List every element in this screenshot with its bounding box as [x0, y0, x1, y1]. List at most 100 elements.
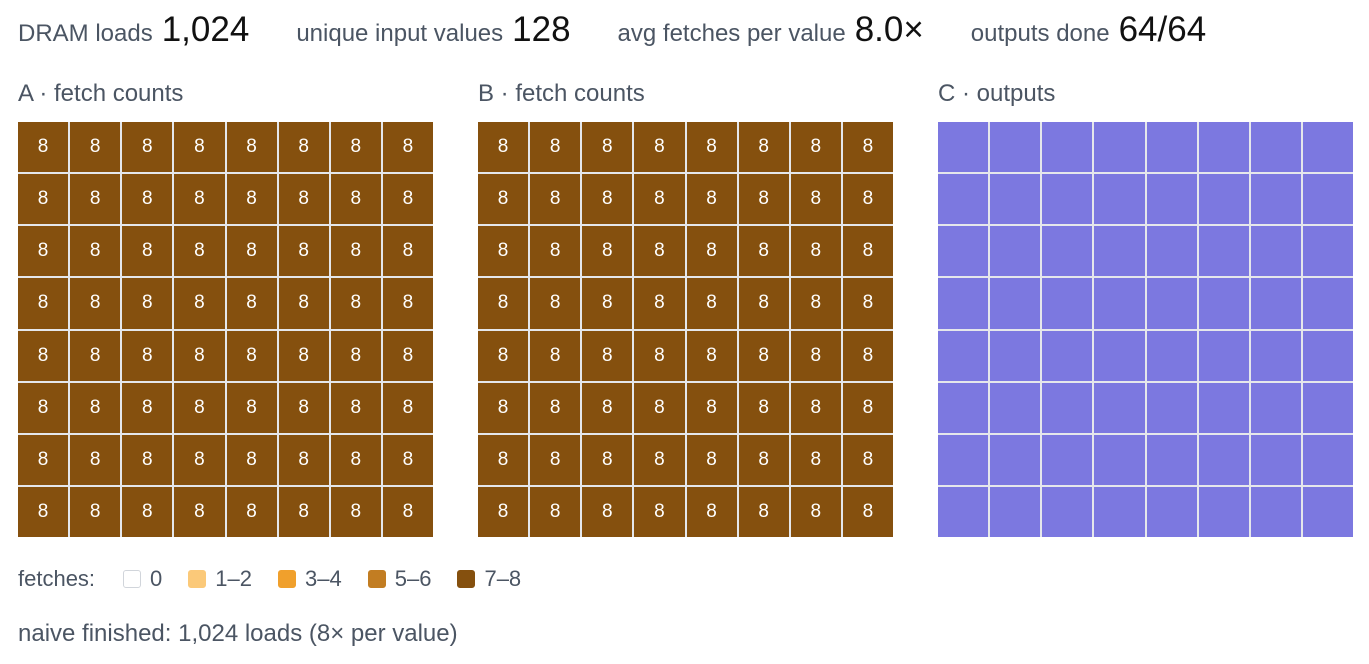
fetch-count-cell: 8 — [478, 278, 529, 329]
output-cell — [1094, 382, 1145, 433]
output-cell — [1198, 486, 1249, 537]
legend-item-5-6: 5–6 — [367, 566, 431, 592]
fetch-count-cell: 8 — [18, 486, 69, 537]
fetch-count-cell: 8 — [122, 486, 173, 537]
fetch-count-cell: 8 — [478, 434, 529, 485]
fetch-count-cell: 8 — [226, 330, 277, 381]
fetch-count-cell: 8 — [738, 330, 789, 381]
fetch-count-cell: 8 — [634, 122, 685, 173]
fetch-count-cell: 8 — [582, 486, 633, 537]
fetch-count-cell: 8 — [174, 330, 225, 381]
fetch-count-cell: 8 — [478, 226, 529, 277]
fetch-count-cell: 8 — [18, 278, 69, 329]
stat-value: 64/64 — [1118, 10, 1207, 49]
legend-swatch — [367, 570, 386, 588]
fetch-count-cell: 8 — [122, 330, 173, 381]
output-cell — [1042, 122, 1093, 173]
fetch-count-cell: 8 — [18, 174, 69, 225]
fetch-count-cell: 8 — [70, 330, 121, 381]
legend-item-7-8: 7–8 — [457, 566, 521, 592]
fetch-count-cell: 8 — [382, 486, 433, 537]
fetch-count-cell: 8 — [686, 278, 737, 329]
fetch-count-cell: 8 — [226, 486, 277, 537]
fetch-count-cell: 8 — [686, 486, 737, 537]
fetch-count-cell: 8 — [70, 122, 121, 173]
fetch-count-cell: 8 — [790, 226, 841, 277]
fetch-count-cell: 8 — [842, 486, 893, 537]
stat-label: avg fetches per value — [617, 20, 846, 47]
fetch-count-cell: 8 — [530, 122, 581, 173]
output-cell — [1094, 226, 1145, 277]
fetch-count-cell: 8 — [582, 278, 633, 329]
stats-bar: DRAM loads 1,024 unique input values 128… — [18, 10, 1253, 50]
fetch-count-cell: 8 — [330, 330, 381, 381]
fetch-count-cell: 8 — [18, 330, 69, 381]
fetch-count-cell: 8 — [18, 382, 69, 433]
fetch-legend: fetches: 0 1–2 3–4 5–6 7–8 — [18, 566, 547, 592]
output-cell — [1198, 122, 1249, 173]
stat-unique-input-values: unique input values 128 — [296, 10, 570, 50]
output-cell — [1094, 486, 1145, 537]
fetch-count-cell: 8 — [582, 174, 633, 225]
output-cell — [1302, 486, 1353, 537]
fetch-count-cell: 8 — [842, 434, 893, 485]
fetch-count-cell: 8 — [382, 330, 433, 381]
output-cell — [1302, 278, 1353, 329]
stat-dram-loads: DRAM loads 1,024 — [18, 10, 249, 50]
output-cell — [990, 486, 1041, 537]
legend-swatch — [457, 570, 476, 588]
status-message: naive finished: 1,024 loads (8× per valu… — [18, 620, 458, 647]
fetch-count-cell: 8 — [70, 434, 121, 485]
fetch-count-cell: 8 — [122, 382, 173, 433]
legend-item-1-2: 1–2 — [188, 566, 252, 592]
panel-c: C · outputs — [938, 80, 1353, 537]
output-cell — [938, 330, 989, 381]
output-cell — [1146, 330, 1197, 381]
fetch-count-cell: 8 — [278, 382, 329, 433]
output-cell — [1302, 434, 1353, 485]
fetch-count-cell: 8 — [330, 278, 381, 329]
fetch-count-cell: 8 — [478, 486, 529, 537]
fetch-count-cell: 8 — [70, 174, 121, 225]
legend-swatch — [188, 570, 207, 588]
fetch-count-cell: 8 — [738, 382, 789, 433]
output-cell — [1302, 174, 1353, 225]
output-cell — [1094, 278, 1145, 329]
legend-item-0: 0 — [123, 566, 162, 592]
fetch-count-cell: 8 — [790, 486, 841, 537]
fetch-count-cell: 8 — [738, 434, 789, 485]
fetch-count-cell: 8 — [738, 122, 789, 173]
fetch-count-cell: 8 — [842, 278, 893, 329]
output-cell — [938, 174, 989, 225]
legend-label: 1–2 — [215, 566, 253, 591]
fetch-count-cell: 8 — [686, 226, 737, 277]
output-cell — [990, 330, 1041, 381]
fetch-count-cell: 8 — [174, 434, 225, 485]
fetch-count-cell: 8 — [582, 330, 633, 381]
fetch-count-cell: 8 — [330, 226, 381, 277]
output-cell — [1302, 330, 1353, 381]
output-cell — [1250, 226, 1301, 277]
output-cell — [1094, 174, 1145, 225]
output-cell — [990, 122, 1041, 173]
panel-title: B · fetch counts — [478, 80, 645, 107]
fetch-count-cell: 8 — [634, 486, 685, 537]
output-cell — [1042, 486, 1093, 537]
output-cell — [1250, 122, 1301, 173]
fetch-count-cell: 8 — [530, 382, 581, 433]
legend-label: 0 — [150, 566, 163, 591]
fetch-count-cell: 8 — [530, 278, 581, 329]
fetch-count-cell: 8 — [478, 174, 529, 225]
fetch-count-cell: 8 — [226, 382, 277, 433]
output-cell — [1146, 434, 1197, 485]
legend-label: 3–4 — [305, 566, 342, 591]
fetch-count-cell: 8 — [530, 174, 581, 225]
output-cell — [1146, 278, 1197, 329]
fetch-count-cell: 8 — [842, 330, 893, 381]
output-cell — [938, 486, 989, 537]
legend-item-3-4: 3–4 — [278, 566, 342, 592]
panel-title: A · fetch counts — [18, 80, 184, 107]
output-cell — [1146, 382, 1197, 433]
